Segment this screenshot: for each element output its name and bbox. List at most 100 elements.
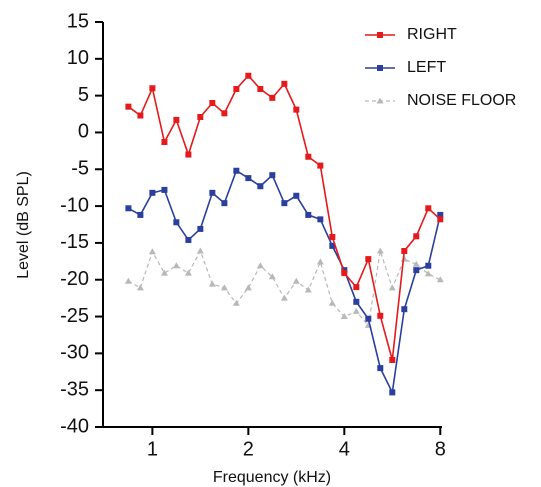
y-tick-label: -20 <box>60 268 89 290</box>
y-tick-label: 0 <box>78 121 89 143</box>
marker <box>317 216 324 223</box>
y-axis-title: Level (dB SPL) <box>15 171 32 279</box>
y-tick-label: -40 <box>60 415 89 437</box>
marker <box>256 262 264 269</box>
legend-marker <box>376 97 384 104</box>
legend-label: NOISE FLOOR <box>407 92 516 109</box>
marker <box>233 167 240 174</box>
y-tick-label: -10 <box>60 194 89 216</box>
marker <box>161 139 168 146</box>
marker <box>244 284 252 291</box>
marker <box>425 262 432 269</box>
marker <box>245 72 252 79</box>
marker <box>269 172 276 179</box>
series <box>125 167 444 396</box>
legend-label: RIGHT <box>407 26 457 43</box>
marker <box>161 186 168 193</box>
y-tick-label: -15 <box>60 231 89 253</box>
marker <box>269 94 276 101</box>
marker <box>137 211 144 218</box>
y-tick-label: 10 <box>67 47 89 69</box>
marker <box>280 294 288 301</box>
marker <box>173 219 180 226</box>
marker <box>365 256 372 263</box>
marker <box>389 356 396 363</box>
marker <box>257 183 264 190</box>
marker <box>160 269 168 276</box>
marker <box>317 162 324 169</box>
marker <box>293 192 300 199</box>
y-tick-label: 15 <box>67 10 89 32</box>
marker <box>257 86 264 93</box>
marker <box>401 248 408 255</box>
marker <box>196 247 204 254</box>
marker <box>125 205 132 212</box>
marker <box>377 365 384 372</box>
marker <box>173 116 180 123</box>
y-tick-label: -5 <box>71 158 89 180</box>
marker <box>232 299 240 306</box>
series <box>125 72 444 363</box>
marker <box>401 306 408 313</box>
marker <box>149 85 156 92</box>
x-tick-label: 4 <box>339 438 350 460</box>
marker <box>305 153 312 160</box>
marker <box>389 389 396 396</box>
marker <box>197 113 204 120</box>
legend-marker <box>377 65 383 71</box>
y-tick-label: 5 <box>78 84 89 106</box>
x-axis-title: Frequency (kHz) <box>213 469 331 486</box>
legend-label: LEFT <box>407 59 446 76</box>
x-tick-label: 8 <box>435 438 446 460</box>
marker <box>293 106 300 113</box>
marker <box>436 276 444 283</box>
marker <box>316 258 324 265</box>
marker <box>328 299 336 306</box>
marker <box>413 233 420 240</box>
marker <box>292 277 300 284</box>
marker <box>365 315 372 322</box>
marker <box>220 284 228 291</box>
marker <box>209 100 216 106</box>
marker <box>341 270 348 277</box>
marker <box>124 277 132 284</box>
marker <box>388 284 396 291</box>
y-tick-label: -30 <box>60 342 89 364</box>
marker <box>437 216 444 223</box>
marker <box>136 284 144 291</box>
marker <box>233 86 240 93</box>
marker <box>352 307 360 314</box>
marker <box>185 151 192 158</box>
y-tick-label: -25 <box>60 305 89 327</box>
marker <box>412 260 420 267</box>
legend-marker <box>377 32 383 38</box>
marker <box>149 189 156 196</box>
marker <box>245 175 252 182</box>
marker <box>340 313 348 320</box>
marker <box>172 262 180 269</box>
marker <box>424 270 432 277</box>
x-tick-label: 2 <box>243 438 254 460</box>
marker <box>148 248 156 255</box>
marker <box>353 284 360 291</box>
marker <box>413 267 420 274</box>
marker <box>221 200 228 207</box>
marker <box>305 211 312 218</box>
marker <box>437 211 444 218</box>
marker <box>329 234 336 241</box>
marker <box>221 110 228 117</box>
marker <box>425 205 432 212</box>
marker <box>304 286 312 293</box>
marker <box>184 269 192 276</box>
marker <box>209 189 216 196</box>
marker <box>185 236 192 243</box>
marker <box>137 112 144 119</box>
marker <box>281 200 288 207</box>
marker <box>353 298 360 305</box>
marker <box>125 103 132 110</box>
series <box>124 247 444 328</box>
marker <box>329 242 336 249</box>
marker <box>197 225 204 232</box>
